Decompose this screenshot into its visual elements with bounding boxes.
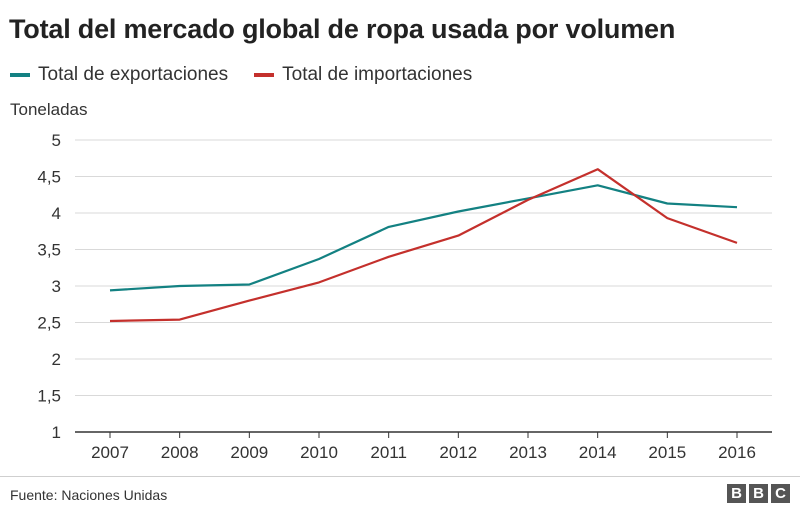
bbc-logo: B B C [724,484,790,503]
x-tick-label: 2010 [300,443,338,462]
legend: Total de exportaciones Total de importac… [10,64,498,86]
x-tick-label: 2008 [161,443,199,462]
x-tick-label: 2012 [439,443,477,462]
footer-divider [0,476,800,477]
legend-item-imports: Total de importaciones [254,64,472,86]
y-tick-label: 2 [52,350,61,369]
x-tick-label: 2013 [509,443,547,462]
x-tick-label: 2007 [91,443,129,462]
series-line-imports [109,168,738,323]
y-axis-label: Toneladas [10,100,88,119]
y-tick-label: 4,5 [37,168,61,187]
y-tick-label: 2,5 [37,314,61,333]
x-tick-label: 2015 [648,443,686,462]
y-tick-label: 1 [52,423,61,442]
y-tick-label: 4 [52,204,61,223]
legend-label-exports: Total de exportaciones [38,64,229,85]
legend-label-imports: Total de importaciones [282,64,473,85]
line-chart: 1 1,5 2 2,5 3 3,5 4 4,5 5 2007 2008 2009 2010 2011 201… [37,131,772,462]
legend-swatch-imports [254,73,275,77]
y-tick-label: 1,5 [37,387,61,406]
bbc-logo-letter: B [749,484,768,503]
x-tick-label: 2016 [718,443,756,462]
x-tick-label: 2011 [370,443,407,462]
bbc-logo-letter: C [771,484,790,503]
x-tick-label: 2014 [579,443,617,462]
legend-item-exports: Total de exportaciones [10,64,228,86]
y-tick-label: 3 [52,277,61,296]
y-tick-label: 3,5 [37,241,61,260]
source-note: Fuente: Naciones Unidas [10,487,168,503]
y-tick-label: 5 [52,131,61,150]
x-tick-label: 2009 [230,443,268,462]
legend-swatch-exports [10,73,30,77]
chart-title: Total del mercado global de ropa usada p… [9,14,676,44]
bbc-logo-letter: B [727,484,746,503]
